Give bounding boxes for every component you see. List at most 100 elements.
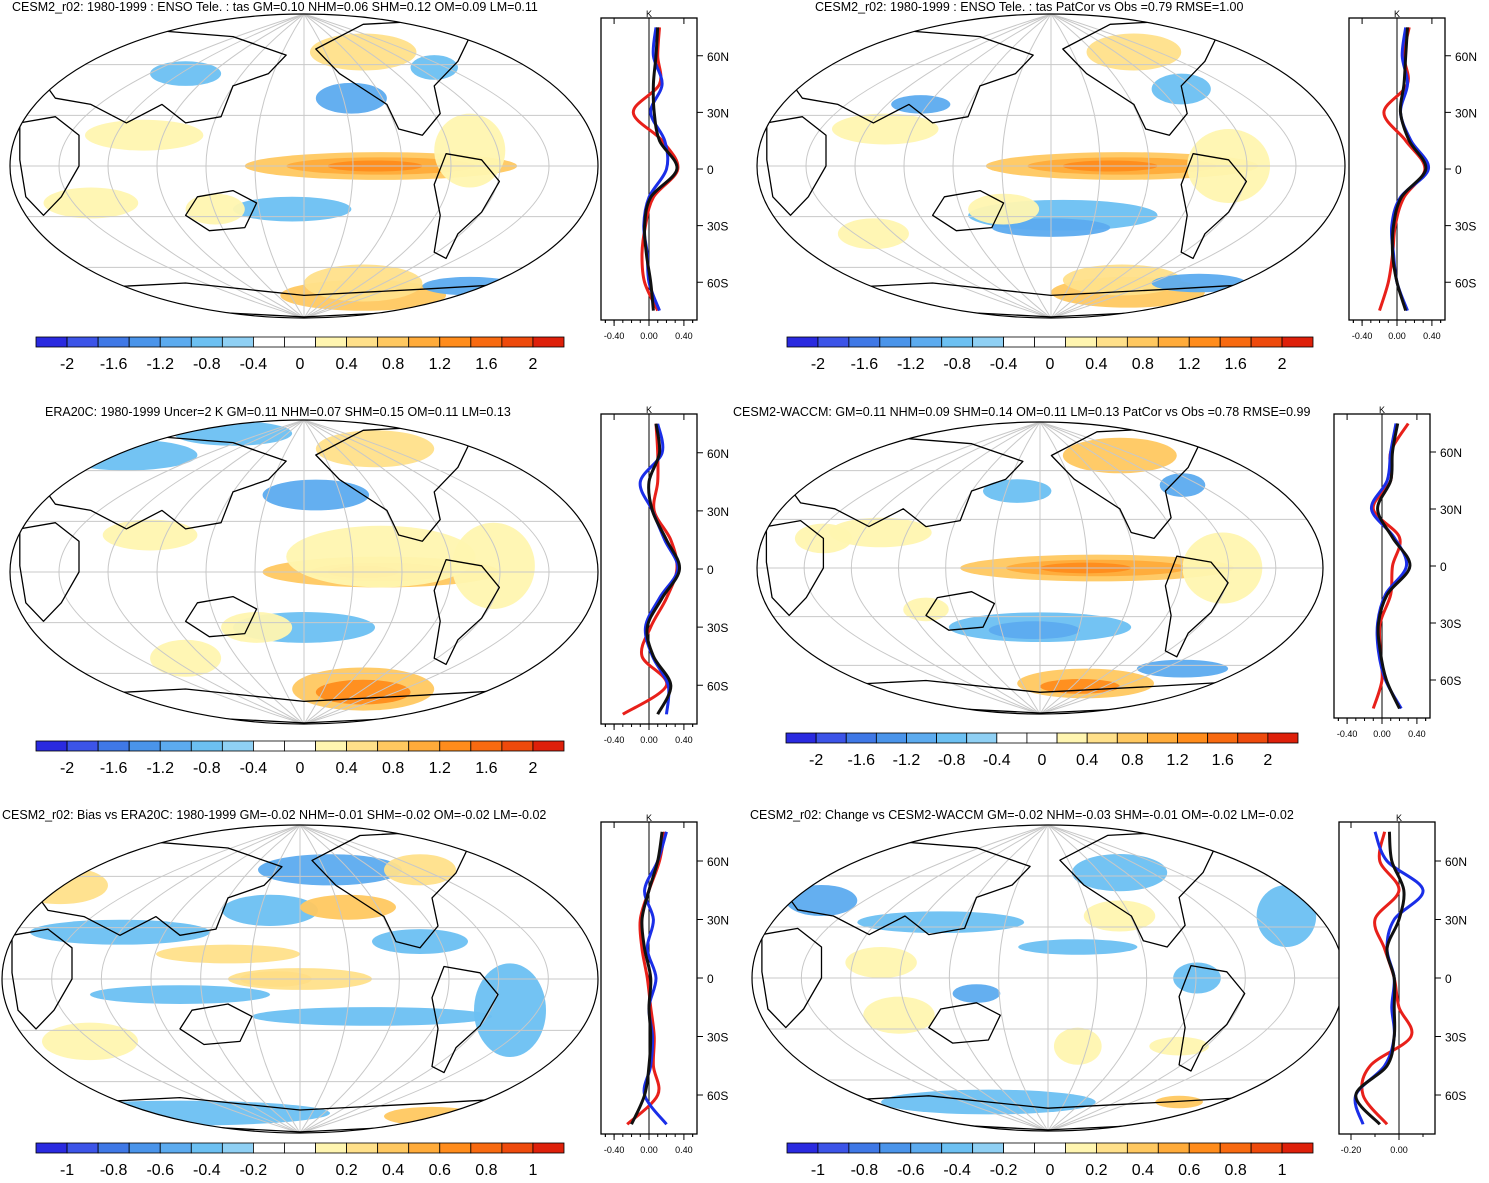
colorbar-swatch [315,336,347,348]
longitude-line [850,422,1041,714]
panel-title: CESM2_r02: 1980-1999 : ENSO Tele. : tas … [815,0,1244,14]
longitude-line [107,420,305,724]
lat-label: 30S [707,621,728,635]
lat-label: 30N [707,505,729,519]
lat-label: 30S [707,1031,728,1045]
anomaly-region [988,621,1080,640]
anomaly-region [1062,437,1177,474]
map-panel-4 [756,421,1324,715]
anomaly-region [1071,854,1168,892]
longitude-line [803,422,1041,714]
colorbar-swatch [1207,732,1239,744]
map-fill [757,14,1345,318]
colorbar-swatch [35,1142,68,1154]
longitude-line [1039,422,1088,714]
longitude-line [303,14,452,318]
colorbar-swatch [786,1142,819,1154]
colorbar-label: 0.4 [335,356,357,373]
colorbar-label: 1.2 [1166,752,1188,769]
colorbar-label: -0.8 [193,760,221,777]
colorbar-label: -2 [809,752,823,769]
map-border [756,421,1324,715]
longitude-line [899,825,1049,1131]
x-tick-label: 0.40 [675,331,693,341]
longitude-line [299,825,549,1133]
colorbar-swatch [128,740,161,752]
colorbar-swatch [501,740,534,752]
colorbar-swatch [848,1142,881,1154]
colorbar-swatch [408,336,441,348]
colorbar-swatch [35,336,68,348]
anomaly-region [1040,679,1120,694]
map-panel-1 [9,13,599,319]
colorbar-swatch [879,336,912,348]
colorbar-label: 0.8 [382,760,404,777]
graticule [757,14,1345,318]
x-tick-label: 0.00 [640,735,658,745]
longitude-line [1050,14,1150,318]
x-tick-label: 0.00 [1390,1145,1408,1155]
colorbar-label: 2 [528,356,537,373]
colorbar-swatch [97,336,130,348]
colorbar-swatch [190,1142,223,1154]
lat-label: 0 [707,163,714,177]
longitude-line [200,825,301,1133]
longitude-line [303,420,403,724]
longitude-line [58,14,305,318]
coastline [931,189,1005,232]
longitude-line [303,420,501,724]
x-tick-label: 0.00 [1388,331,1406,341]
colorbar-swatch [377,336,410,348]
colorbar-swatch [1126,336,1159,348]
colorbar-label: 2 [1263,752,1272,769]
longitude-line [1039,422,1230,714]
colorbar-label: 0.8 [1225,1162,1247,1179]
colorbar-label: 0.8 [475,1162,497,1179]
longitude-line [903,14,1052,318]
coastline [925,591,996,631]
anomaly-region [262,479,370,511]
longitude-line [945,422,1041,714]
anomaly-region [286,525,476,588]
anomaly-region [300,894,396,920]
colorbar-swatch [1267,732,1299,744]
colorbar-swatch [910,1142,943,1154]
colorbar-swatch [470,1142,503,1154]
map-fill [10,420,598,724]
colorbar-label: -1.2 [897,356,925,373]
graticule [10,420,598,724]
unit-label: K [646,9,652,19]
longitude-line [303,14,354,318]
coastline [1180,153,1248,260]
coastline [1164,555,1229,658]
longitude-line [850,825,1049,1131]
panel-title: CESM2-WACCM: GM=0.11 NHM=0.09 SHM=0.14 O… [733,405,1311,419]
anomaly-region [785,885,858,916]
longitude-line [303,14,403,318]
colorbar-panel-4: -2 -1.6 -1.2 -0.8 -0.4 0 0.4 0.8 1.2 1.6 2 [785,732,1299,769]
colorbar-swatch [1188,336,1221,348]
colorbar-label: 0.8 [1132,356,1154,373]
colorbar-panel-3: -2 -1.6 -1.2 -0.8 -0.4 0 0.4 0.8 1.2 1.6 2 [35,740,565,777]
coastline [761,927,823,1029]
colorbar-swatch [501,336,534,348]
x-tick-label: -0.40 [604,1145,625,1155]
longitude-line [801,825,1049,1131]
colorbar-swatch [439,336,472,348]
colorbar-swatch [941,1142,974,1154]
colorbar-label: 0 [1038,752,1047,769]
anomaly-region [252,1007,492,1026]
colorbar-swatch [1065,336,1097,348]
longitude-line [1047,825,1147,1131]
colorbar-swatch [253,1142,285,1154]
colorbar-swatch [936,732,968,744]
map-fill [2,825,598,1133]
colorbar-swatch [1096,1142,1128,1154]
anomaly-region [43,187,139,219]
anomaly-region [452,522,535,609]
colorbar-swatch [1219,336,1252,348]
panel-1: CESM2_r02: 1980-1999 : ENSO Tele. : tas … [0,0,745,390]
colorbar-swatch [97,1142,130,1154]
colorbar-label: -2 [811,356,825,373]
zonal-mean-panel-3: K -0.40 0.00 0.40 60N 30N 0 30S 60S [600,405,729,745]
